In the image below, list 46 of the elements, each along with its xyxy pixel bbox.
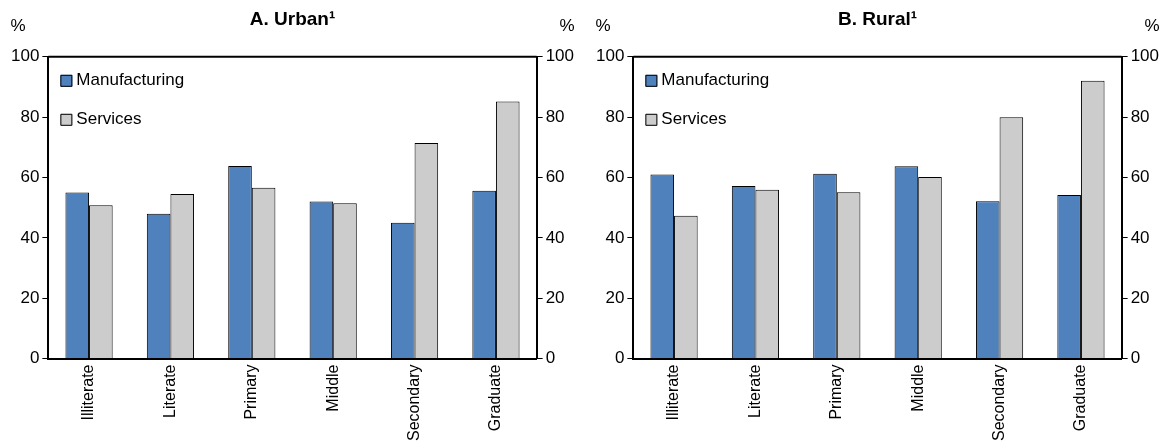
x-tick-label: Literate <box>745 364 763 418</box>
chart-title: A. Urban¹ <box>249 7 336 29</box>
y-tick-label: 80 <box>20 106 40 126</box>
y2-tick-label: 40 <box>1130 227 1150 247</box>
y-tick-label: 20 <box>20 287 40 307</box>
y2-tick-label: 60 <box>545 167 565 187</box>
y-tick-label: 40 <box>605 227 625 247</box>
legend-label: Services <box>661 109 727 129</box>
y2-tick-label: 0 <box>1130 348 1141 368</box>
y2-tick-label: 20 <box>545 287 565 307</box>
x-tick-label: Graduate <box>486 364 504 432</box>
x-tick-label: Graduate <box>1071 364 1089 432</box>
x-tick-label: Primary <box>827 364 845 420</box>
x-tick-label: Secondary <box>989 364 1007 442</box>
y2-tick-label: 100 <box>545 46 575 66</box>
legend-label: Manufacturing <box>76 70 185 90</box>
y-tick-label: 20 <box>605 287 625 307</box>
y-tick-label: 0 <box>614 348 625 368</box>
y-tick-label: 100 <box>10 46 40 66</box>
x-tick-label: Illiterate <box>79 364 97 421</box>
y-tick-label: 0 <box>29 348 40 368</box>
y2-tick-label: 80 <box>1130 106 1150 126</box>
y-tick-label: 100 <box>595 46 625 66</box>
y2-tick-label: 80 <box>545 106 565 126</box>
x-tick-label: Literate <box>160 364 178 418</box>
y-tick-label: 60 <box>20 167 40 187</box>
x-tick-label: Illiterate <box>664 364 682 421</box>
x-tick-label: Middle <box>908 364 926 412</box>
legend-label: Manufacturing <box>661 70 770 90</box>
y2-tick-label: 20 <box>1130 287 1150 307</box>
y2-tick-label: 0 <box>545 348 556 368</box>
y-tick-label: 40 <box>20 227 40 247</box>
x-tick-label: Primary <box>242 364 260 420</box>
y2-axis-title: % <box>1144 15 1160 35</box>
y2-tick-label: 40 <box>545 227 565 247</box>
y2-tick-label: 60 <box>1130 167 1150 187</box>
x-tick-label: Secondary <box>404 364 422 442</box>
y2-tick-label: 100 <box>1130 46 1160 66</box>
y-tick-label: 80 <box>605 106 625 126</box>
y2-axis-title: % <box>559 15 575 35</box>
chart-title: B. Rural¹ <box>837 7 918 29</box>
y-tick-label: 60 <box>605 167 625 187</box>
x-tick-label: Middle <box>323 364 341 412</box>
y-axis-title: % <box>595 15 611 35</box>
legend-label: Services <box>76 109 142 129</box>
y-axis-title: % <box>10 15 26 35</box>
